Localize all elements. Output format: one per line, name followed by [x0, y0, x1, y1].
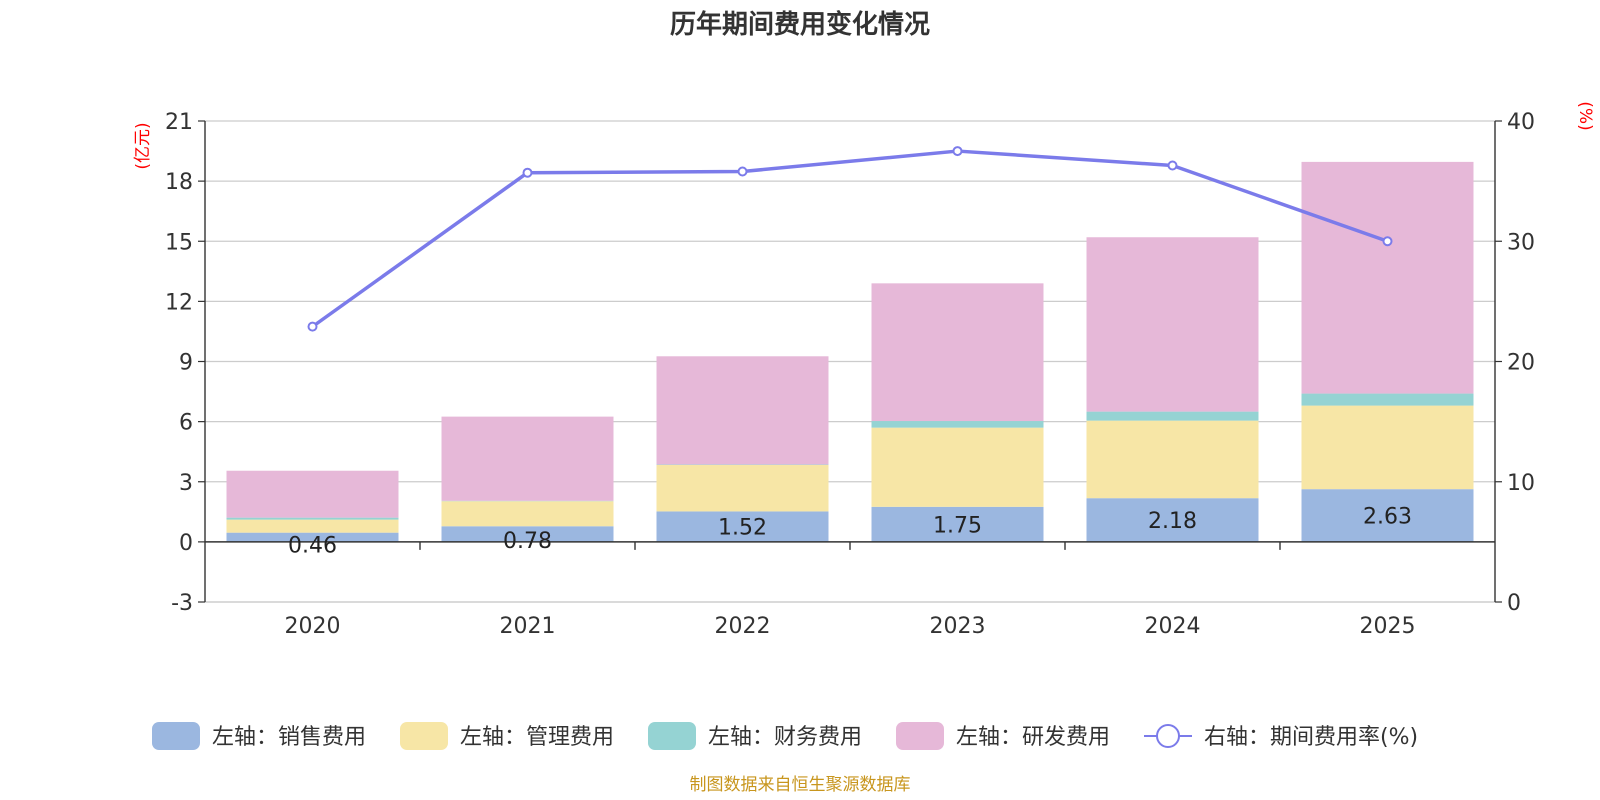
bar-segment — [1301, 489, 1474, 542]
legend-label: 左轴：研发费用 — [956, 725, 1110, 750]
x-tick-label: 2024 — [1145, 614, 1201, 639]
bars — [226, 161, 1474, 542]
legend: 左轴：销售费用 左轴：管理费用 左轴：财务费用 左轴：研发费用 右轴：期间费用率(%) — [152, 722, 1418, 750]
bar-segment — [871, 427, 1044, 507]
bar-segment — [1086, 420, 1259, 499]
legend-marker — [1156, 724, 1180, 748]
bar-segment — [871, 421, 1044, 428]
bar-segment — [871, 506, 1044, 542]
bar-segment — [656, 464, 829, 512]
left-tick-label: 9 — [179, 351, 193, 376]
bar-segment — [441, 416, 614, 501]
bar-segment — [1086, 237, 1259, 412]
rate-point — [1382, 236, 1393, 247]
left-tick-label: 12 — [165, 290, 193, 315]
bar-segment — [226, 517, 399, 520]
rate-point — [737, 166, 748, 177]
x-tick-label: 2021 — [500, 614, 556, 639]
left-tick-label: 15 — [165, 230, 193, 255]
rate-point — [952, 146, 963, 157]
source-note: 制图数据来自恒生聚源数据库 — [690, 775, 911, 795]
legend-swatch — [152, 722, 200, 750]
left-tick-label: 0 — [179, 531, 193, 556]
left-tick-label: 6 — [179, 411, 193, 436]
right-tick-label: 30 — [1507, 230, 1535, 255]
x-tick-label: 2022 — [715, 614, 771, 639]
bar-segment — [226, 470, 399, 518]
bar-data-label: 2.18 — [1148, 509, 1197, 534]
bar-segment — [1301, 405, 1474, 490]
rate-point — [1167, 160, 1178, 171]
bar-segment — [1086, 411, 1259, 421]
bar-segment — [1301, 161, 1474, 394]
left-axis-unit: (亿元) — [133, 122, 153, 169]
x-tick-label: 2023 — [930, 614, 986, 639]
right-tick-label: 0 — [1507, 591, 1521, 616]
bar-segment — [441, 526, 614, 542]
rate-point — [307, 321, 318, 332]
rate-point — [522, 167, 533, 178]
bar-segment — [226, 519, 399, 533]
legend-label: 右轴：期间费用率(%) — [1204, 725, 1418, 750]
bar-segment — [1086, 498, 1259, 542]
left-tick-label: 21 — [165, 110, 193, 135]
right-tick-label: 10 — [1507, 471, 1535, 496]
left-tick-label: 18 — [165, 170, 193, 195]
bar-data-label: 2.63 — [1363, 505, 1412, 530]
data-labels: 0.46 0.78 1.52 1.75 2.18 2.63 — [288, 505, 1412, 559]
rate-line-path — [311, 149, 1389, 329]
bar-data-label: 0.78 — [503, 529, 552, 554]
legend-label: 左轴：财务费用 — [708, 725, 862, 750]
rate-line — [307, 146, 1393, 332]
bar-segment — [1301, 393, 1474, 406]
bar-segment — [656, 511, 829, 542]
gridlines — [205, 120, 1495, 603]
bar-segment — [871, 283, 1044, 422]
legend-label: 左轴：销售费用 — [212, 725, 366, 750]
legend-swatch — [648, 722, 696, 750]
bar-data-label: 1.75 — [933, 513, 982, 538]
left-tick-label: 3 — [179, 471, 193, 496]
x-tick-label: 2020 — [285, 614, 341, 639]
right-axis-unit: (%) — [1575, 101, 1595, 130]
bar-segment — [226, 532, 399, 542]
right-tick-label: 20 — [1507, 351, 1535, 376]
right-tick-label: 40 — [1507, 110, 1535, 135]
legend-swatch — [400, 722, 448, 750]
bar-data-label: 1.52 — [718, 516, 767, 541]
chart-title: 历年期间费用变化情况 — [670, 9, 930, 40]
legend-swatch — [896, 722, 944, 750]
x-tick-label: 2025 — [1360, 614, 1416, 639]
left-tick-label: -3 — [171, 591, 193, 616]
bar-segment — [441, 501, 614, 527]
bar-segment — [656, 356, 829, 465]
bar-data-label: 0.46 — [288, 534, 337, 559]
legend-label: 左轴：管理费用 — [460, 725, 614, 750]
